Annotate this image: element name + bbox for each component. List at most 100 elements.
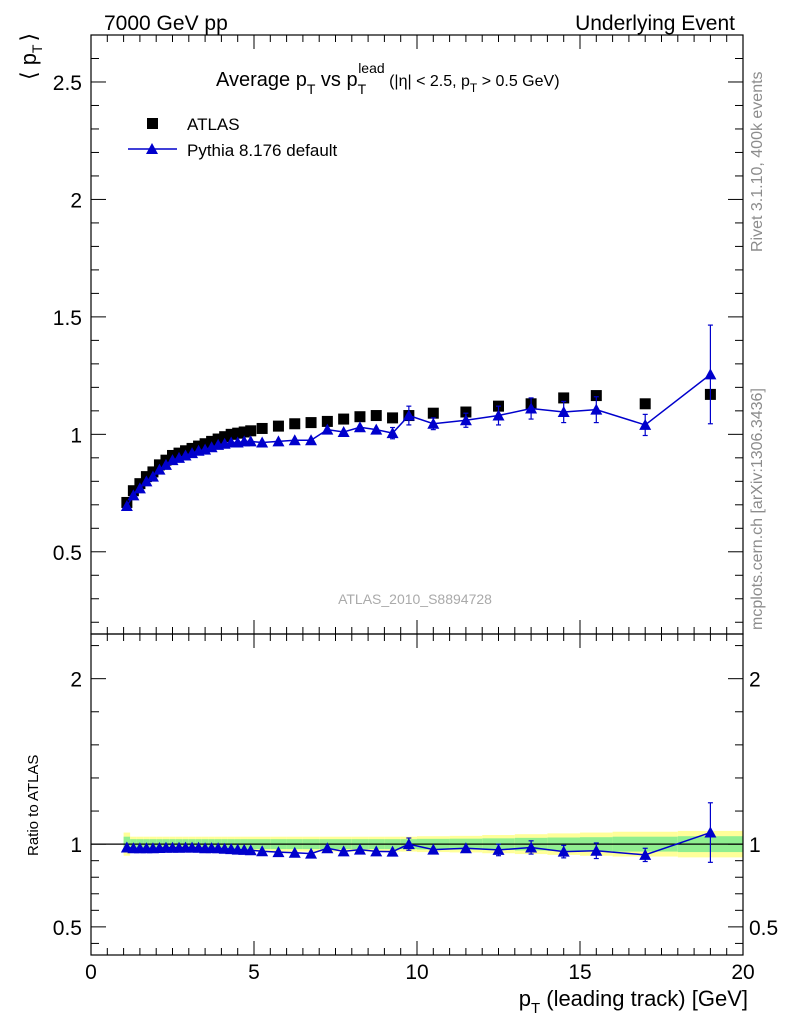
- atlas-point: [370, 410, 382, 422]
- title-vs: vs p: [315, 69, 357, 91]
- atlas-point: [590, 390, 602, 402]
- pythia-ratio-point: [639, 848, 652, 860]
- pythia-main-point: [305, 434, 318, 446]
- main-ylabel: ⟨ pT ⟩: [16, 33, 45, 80]
- pythia-ratio-point: [244, 844, 257, 856]
- ylabel-sub: T: [29, 44, 45, 53]
- pythia-ratio-point: [704, 826, 717, 838]
- x-tick-label: 10: [405, 961, 428, 984]
- ratio-y-tick-label-right: 1: [749, 834, 761, 857]
- pythia-ratio-point: [256, 845, 269, 857]
- pythia-ratio-point: [353, 843, 366, 855]
- watermark: ATLAS_2010_S8894728: [338, 591, 492, 607]
- atlas-point: [321, 415, 333, 427]
- pythia-main-point: [140, 475, 153, 487]
- xlabel-sub: T: [531, 1000, 540, 1017]
- pythia-main-point: [557, 406, 570, 418]
- pythia-main-point: [127, 489, 140, 501]
- ratio-y-tick-label-left: 2: [70, 669, 82, 692]
- legend-atlas-marker: [147, 118, 158, 129]
- atlas-point: [305, 417, 317, 429]
- title-sub-t3: T: [470, 81, 478, 95]
- pythia-ratio-point: [386, 845, 399, 857]
- legend-pythia-marker: [146, 143, 158, 154]
- pythia-main-point: [590, 403, 603, 415]
- pythia-main-point: [427, 417, 440, 429]
- legend-pythia-label: Pythia 8.176 default: [187, 141, 338, 160]
- x-tick-label: 0: [85, 961, 97, 984]
- pythia-main-point: [370, 423, 383, 435]
- pythia-main-point: [153, 463, 166, 475]
- atlas-point: [387, 412, 399, 424]
- main-y-tick-label: 1: [70, 424, 82, 447]
- pythia-ratio-point: [337, 845, 350, 857]
- pythia-main-point: [337, 425, 350, 437]
- pythia-ratio-point: [459, 842, 472, 854]
- ratio-ylabel: Ratio to ATLAS: [25, 755, 42, 856]
- pythia-ratio-point: [402, 838, 415, 850]
- pythia-main-point: [525, 402, 538, 414]
- x-tick-label: 5: [248, 961, 260, 984]
- ratio-frame: [90, 633, 744, 956]
- pythia-ratio-point: [370, 845, 383, 857]
- header-right: Underlying Event: [575, 12, 735, 35]
- pythia-main-point: [639, 418, 652, 430]
- pythia-ratio-point: [321, 842, 334, 854]
- pythia-main-point: [120, 499, 133, 511]
- main-title: Average pT vs pTlead (|η| < 2.5, pT > 0.…: [216, 60, 560, 97]
- atlas-point: [289, 418, 301, 430]
- atlas-point: [238, 426, 250, 438]
- xlabel: pT (leading track) [GeV]: [519, 986, 748, 1017]
- pythia-main-point: [272, 435, 285, 447]
- title-main: Average p: [216, 69, 307, 91]
- pythia-ratio-point: [557, 845, 570, 857]
- atlas-point: [460, 406, 472, 418]
- atlas-point: [338, 413, 350, 425]
- pythia-main-point: [146, 470, 159, 482]
- title-sub-t: T: [307, 81, 316, 97]
- pythia-main-point: [256, 436, 269, 448]
- atlas-point: [427, 407, 439, 419]
- pythia-main-point: [459, 414, 472, 426]
- main-y-tick-label: 1.5: [53, 307, 82, 330]
- pythia-main-point: [492, 409, 505, 421]
- atlas-point: [558, 392, 570, 404]
- x-tick-label: 15: [568, 961, 591, 984]
- atlas-point: [639, 398, 651, 410]
- ylabel-close: ⟩: [16, 33, 41, 42]
- pythia-main-point: [402, 409, 415, 421]
- pythia-main-point: [159, 458, 172, 470]
- pythia-main-point: [244, 435, 257, 447]
- atlas-point: [354, 411, 366, 423]
- pythia-ratio-point: [427, 843, 440, 855]
- pythia-main-point: [353, 421, 366, 433]
- atlas-point: [219, 431, 231, 443]
- title-sup-lead: lead: [358, 60, 384, 76]
- legend: ATLAS Pythia 8.176 default: [128, 115, 338, 160]
- ratio-y-tick-label-left: 0.5: [53, 917, 82, 940]
- title-paren-b: > 0.5 GeV): [477, 73, 559, 90]
- ratio-y-tick-label-right: 0.5: [749, 917, 778, 940]
- atlas-point: [245, 425, 257, 437]
- pythia-main-point: [288, 434, 301, 446]
- ylabel-open: ⟨ p: [16, 53, 41, 80]
- pythia-ratio-point: [305, 847, 318, 859]
- ratio-y-tick-label-left: 1: [70, 834, 82, 857]
- x-tick-label: 20: [731, 961, 754, 984]
- pythia-ratio-point: [288, 846, 301, 858]
- side-url-text: mcplots.cern.ch [arXiv:1306.3436]: [749, 388, 766, 630]
- main-y-tick-label: 2: [70, 189, 82, 212]
- title-sub-t2: T: [358, 81, 367, 97]
- header-left: 7000 GeV pp: [104, 12, 228, 35]
- svg-text:⟨ pT⟩: ⟨ pT ⟩: [16, 33, 45, 80]
- ratio-y-tick-label-right: 2: [749, 669, 761, 692]
- xlabel-rest: (leading track) [GeV]: [540, 986, 748, 1011]
- main-y-tick-label: 2.5: [53, 72, 82, 95]
- atlas-point: [232, 427, 244, 439]
- pythia-main-point: [386, 427, 399, 439]
- pythia-main-point: [133, 482, 146, 494]
- pythia-main-point: [321, 423, 334, 435]
- marks-layer: [120, 324, 717, 863]
- pythia-ratio-point: [525, 841, 538, 853]
